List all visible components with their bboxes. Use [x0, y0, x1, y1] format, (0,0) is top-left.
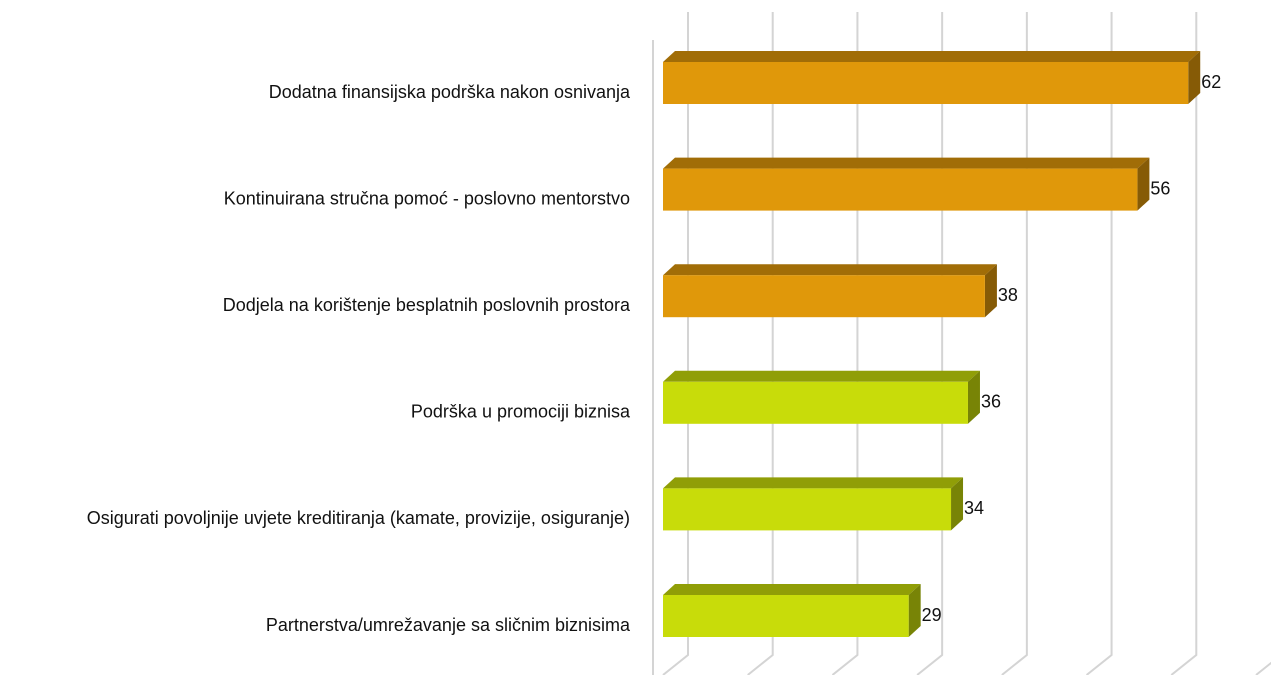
value-label: 62 [1201, 72, 1221, 92]
bar-top [663, 370, 980, 382]
value-label: 56 [1150, 178, 1170, 198]
value-label: 36 [981, 392, 1001, 412]
grid-line [1170, 12, 1198, 675]
category-label: Osigurati povoljnije uvjete kreditiranja… [87, 508, 630, 528]
bar-side [1137, 157, 1150, 211]
bar [663, 275, 985, 318]
grid-line [1001, 12, 1028, 675]
bar [663, 595, 909, 637]
bar-top [663, 51, 1201, 62]
grid-line [1085, 12, 1113, 675]
category-label: Dodjela na korištenje besplatnih poslovn… [223, 295, 631, 315]
category-label: Podrška u promociji biznisa [411, 402, 631, 422]
bar-side [1188, 51, 1201, 104]
grid-line [916, 12, 944, 675]
bar-side [984, 264, 997, 318]
bar-side [908, 584, 921, 637]
bar-side [967, 370, 980, 424]
value-label: 29 [922, 605, 942, 625]
bar-top [663, 477, 964, 489]
value-label: 34 [964, 498, 984, 518]
bar [663, 168, 1138, 211]
category-label: Partnerstva/umrežavanje sa sličnim bizni… [266, 615, 631, 635]
grid-line [1255, 661, 1271, 675]
bar [663, 381, 968, 424]
grid-line [747, 12, 774, 675]
bar-top [663, 157, 1150, 169]
grid-line [662, 12, 689, 675]
grid-line [831, 12, 859, 675]
bar-top [663, 264, 997, 276]
category-label: Kontinuirana stručna pomoć - poslovno me… [224, 188, 630, 208]
category-label: Dodatna finansijska podrška nakon osniva… [269, 82, 631, 102]
bar [663, 62, 1189, 104]
bar [663, 488, 952, 531]
bar-side [951, 477, 964, 531]
value-label: 38 [998, 285, 1018, 305]
bar-top [663, 584, 921, 595]
